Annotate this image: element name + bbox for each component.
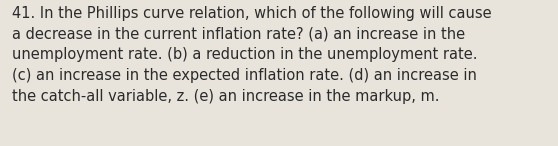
Text: 41. In the Phillips curve relation, which of the following will cause
a decrease: 41. In the Phillips curve relation, whic… bbox=[12, 6, 492, 104]
